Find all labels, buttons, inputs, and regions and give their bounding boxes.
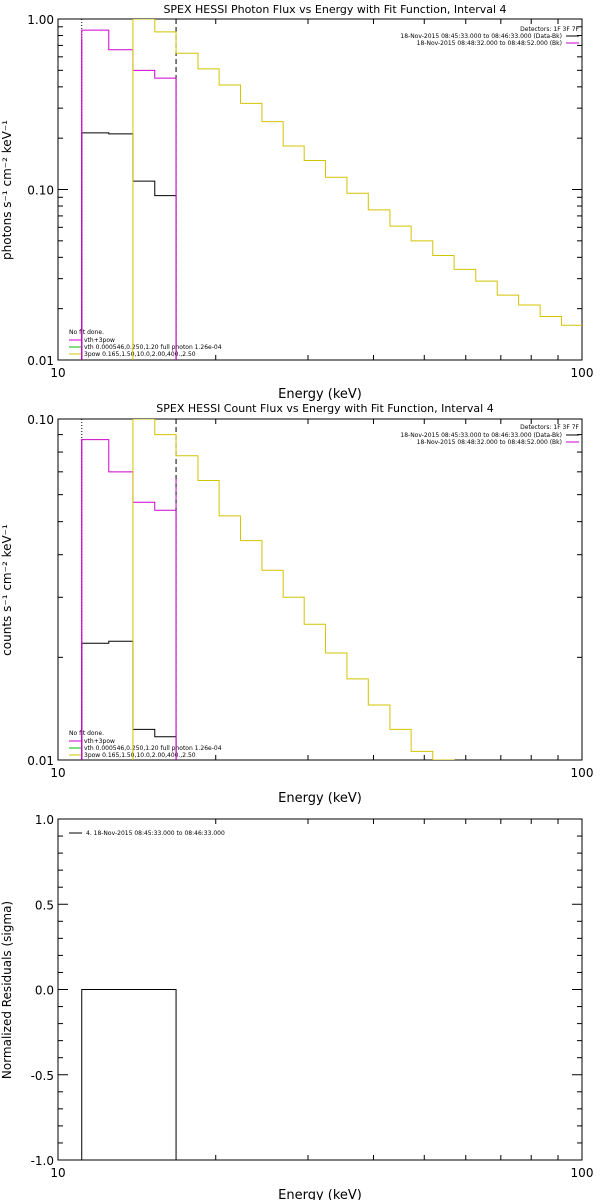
y-tick-label: 0.0 [35, 984, 54, 998]
legend-entry-vth-3pow: vth+3pow [69, 337, 115, 344]
x-axis-label: Energy (keV) [278, 387, 362, 402]
legend-label: 3pow 0.165,1.50,10.0,2.00,400.,2.50 [84, 351, 196, 358]
info-line-detectors: Detectors: 1F 3F 7F [520, 26, 579, 33]
y-tick-label: 0.5 [35, 898, 54, 912]
x-tick-label: 100 [571, 766, 594, 780]
series-vth-3pow-line [81, 29, 177, 360]
chart-title: SPEX HESSI Photon Flux vs Energy with Fi… [163, 3, 506, 16]
x-tick-label: 10 [50, 1166, 65, 1180]
legend: No fit done. vth+3pow vth 0.000546,0.250… [69, 730, 222, 759]
x-tick-label: 10 [50, 366, 65, 380]
info-line-data-bk: 18-Nov-2015 08:45:33.000 to 08:46:33.000… [400, 33, 579, 40]
legend-label: 3pow 0.165,1.50,10.0,2.00,400.,2.50 [84, 752, 196, 759]
y-axis-label: photons s⁻¹ cm⁻² keV⁻¹ [0, 120, 14, 260]
series-data-bk-line [81, 132, 177, 360]
y-tick-label: 0.10 [27, 184, 54, 198]
y-tick-label: -1.0 [31, 1154, 54, 1168]
legend-title: No fit done. [69, 329, 104, 336]
y-axis-label: counts s⁻¹ cm⁻² keV⁻¹ [0, 524, 14, 656]
legend-label: vth+3pow [84, 738, 115, 745]
info-line-data-bk-text: 18-Nov-2015 08:45:33.000 to 08:46:33.000… [400, 432, 562, 439]
photon-flux-panel: SPEX HESSI Photon Flux vs Energy with Fi… [0, 3, 593, 402]
y-tick-label: 1.0 [35, 813, 54, 827]
legend-label: vth+3pow [84, 337, 115, 344]
info-line-bk: 18-Nov-2015 08:48:32.000 to 08:48:52.000… [417, 439, 579, 446]
legend-entry-vth: vth 0.000546,0.250,1.20 full photon 1.26… [69, 344, 222, 351]
residuals-panel: Normalized Residuals (sigma) Energy (keV… [0, 813, 593, 1200]
y-axis-label: Normalized Residuals (sigma) [0, 901, 14, 1079]
count-flux-panel: SPEX HESSI Count Flux vs Energy with Fit… [0, 402, 593, 806]
x-tick-label: 100 [571, 1166, 594, 1180]
legend-entry-3pow: 3pow 0.165,1.50,10.0,2.00,400.,2.50 [69, 351, 196, 358]
y-tick-label: 0.01 [27, 354, 54, 368]
y-tick-label: 0.01 [27, 754, 54, 768]
series-3pow-line [132, 419, 455, 760]
legend-label: vth 0.000546,0.250,1.20 full photon 1.26… [84, 344, 222, 351]
series-vth-3pow-line [81, 439, 177, 760]
info-line-bk-text: 18-Nov-2015 08:48:32.000 to 08:48:52.000… [417, 40, 562, 47]
x-axis-label: Energy (keV) [278, 791, 362, 806]
legend-entry-vth-3pow: vth+3pow [69, 738, 115, 745]
x-tick-label: 10 [50, 766, 65, 780]
series-3pow-line [132, 19, 582, 360]
x-axis-label: Energy (keV) [278, 1188, 362, 1200]
plot-frame [57, 418, 583, 761]
legend-label: vth 0.000546,0.250,1.20 full photon 1.26… [84, 745, 222, 752]
info-line-data-bk-text: 18-Nov-2015 08:45:33.000 to 08:46:33.000… [400, 33, 562, 40]
series-4-18-nov-2015-08-45-33-000-to-08-46-33-000-line [81, 989, 177, 1160]
legend-entry-3pow: 3pow 0.165,1.50,10.0,2.00,400.,2.50 [69, 752, 196, 759]
info-line-bk-text: 18-Nov-2015 08:48:32.000 to 08:48:52.000… [417, 439, 562, 446]
legend-title: No fit done. [69, 730, 104, 737]
legend-entry-vth: vth 0.000546,0.250,1.20 full photon 1.26… [69, 745, 222, 752]
x-tick-label: 100 [571, 366, 594, 380]
legend: No fit done. vth+3pow vth 0.000546,0.250… [69, 329, 222, 358]
info-line-bk: 18-Nov-2015 08:48:32.000 to 08:48:52.000… [417, 40, 579, 47]
legend-entry-interval: 4. 18-Nov-2015 08:45:33.000 to 08:46:33.… [69, 830, 225, 837]
info-line-detectors: Detectors: 1F 3F 7F [520, 424, 579, 431]
legend-label: 4. 18-Nov-2015 08:45:33.000 to 08:46:33.… [86, 830, 225, 837]
y-tick-label: -0.5 [31, 1069, 54, 1083]
info-line-data-bk: 18-Nov-2015 08:45:33.000 to 08:46:33.000… [400, 432, 579, 439]
y-tick-label: 0.10 [27, 413, 54, 427]
y-tick-label: 1.00 [27, 13, 54, 27]
chart-title: SPEX HESSI Count Flux vs Energy with Fit… [156, 402, 493, 415]
